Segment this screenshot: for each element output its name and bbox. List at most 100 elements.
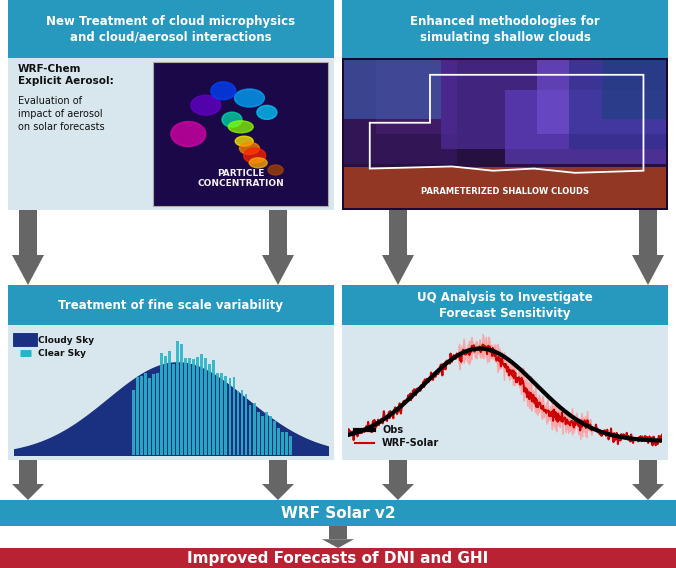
Text: Improved Forecasts of DNI and GHI: Improved Forecasts of DNI and GHI [187,550,489,566]
Bar [140,375,143,455]
Polygon shape [12,484,44,500]
Text: WRF Solar v2: WRF Solar v2 [281,506,395,520]
Bar [192,359,195,455]
Text: WRF-Chem
Explicit Aerosol:: WRF-Chem Explicit Aerosol: [18,64,114,86]
Text: PARAMETERIZED SHALLOW CLOUDS: PARAMETERIZED SHALLOW CLOUDS [421,187,589,196]
Text: New Treatment of cloud microphysics
and cloud/aerosol interactions: New Treatment of cloud microphysics and … [47,15,295,44]
Polygon shape [262,255,294,285]
Bar [148,378,151,455]
Bar [257,412,260,455]
Ellipse shape [249,158,267,168]
WRF-Solar [658,432,666,438]
Bar [245,394,247,455]
Bar [185,357,187,455]
Polygon shape [262,484,294,500]
Bar [168,351,171,455]
Bar [285,432,288,455]
Obs [476,345,484,352]
Ellipse shape [191,95,221,115]
Bar [180,344,183,455]
Bar [289,436,292,455]
FancyBboxPatch shape [441,60,569,149]
Bar [249,405,251,455]
Ellipse shape [268,165,283,175]
FancyBboxPatch shape [329,526,347,539]
WRF-Solar [496,354,504,361]
Bar [200,354,203,455]
Text: UQ Analysis to Investigate
Forecast Sensitivity: UQ Analysis to Investigate Forecast Sens… [417,290,593,319]
Bar [160,353,163,455]
FancyBboxPatch shape [569,60,666,149]
Bar [237,391,239,455]
Polygon shape [632,255,664,285]
FancyBboxPatch shape [153,62,328,206]
WRF-Solar [479,341,487,348]
Bar [273,421,276,455]
Bar [132,390,135,455]
Bar [204,358,208,455]
Bar [261,416,264,455]
Ellipse shape [235,89,264,107]
Text: Enhanced methodologies for
simulating shallow clouds: Enhanced methodologies for simulating sh… [410,15,600,44]
Bar [212,360,215,455]
Ellipse shape [239,143,260,154]
Bar [196,357,199,455]
Ellipse shape [235,136,254,146]
FancyBboxPatch shape [505,90,666,164]
Bar [144,374,147,455]
FancyBboxPatch shape [8,0,334,58]
Legend: Cloudy Sky, Clear Sky: Cloudy Sky, Clear Sky [18,335,96,360]
FancyBboxPatch shape [342,285,668,325]
WRF-Solar [344,432,352,439]
FancyBboxPatch shape [344,60,666,208]
Bar [156,373,159,455]
FancyBboxPatch shape [389,460,407,484]
FancyBboxPatch shape [602,60,666,119]
Text: Evaluation of
impact of aerosol
on solar forecasts: Evaluation of impact of aerosol on solar… [18,96,105,132]
Bar [216,373,219,455]
FancyBboxPatch shape [342,58,668,210]
Obs [531,381,539,387]
Bar [265,412,268,455]
Bar [269,416,272,455]
FancyBboxPatch shape [377,60,457,134]
Line: Obs: Obs [348,349,662,441]
FancyBboxPatch shape [639,460,657,484]
Obs [344,432,352,438]
FancyBboxPatch shape [8,285,334,325]
Legend: Obs, WRF-Solar: Obs, WRF-Solar [353,423,441,450]
WRF-Solar [648,442,656,449]
Ellipse shape [257,106,277,119]
Bar [233,377,235,455]
WRF-Solar [602,432,610,439]
Bar [281,432,284,455]
Polygon shape [632,484,664,500]
Bar [224,375,227,455]
Bar [208,364,211,455]
FancyBboxPatch shape [537,60,666,134]
Bar [136,377,139,455]
Polygon shape [382,255,414,285]
Obs [658,437,666,444]
FancyBboxPatch shape [269,210,287,255]
Bar [152,374,155,455]
FancyBboxPatch shape [0,500,676,526]
WRF-Solar [652,442,660,449]
Bar [253,403,256,455]
Polygon shape [12,255,44,285]
FancyBboxPatch shape [269,460,287,484]
FancyBboxPatch shape [342,0,668,210]
Bar [228,378,231,455]
Ellipse shape [171,122,206,147]
Ellipse shape [211,82,236,100]
FancyBboxPatch shape [19,460,37,484]
Bar [220,373,223,455]
FancyBboxPatch shape [8,0,334,210]
Text: PARTICLE
CONCENTRATION: PARTICLE CONCENTRATION [197,169,284,188]
FancyBboxPatch shape [0,548,676,568]
Line: WRF-Solar: WRF-Solar [348,345,662,445]
Obs [651,437,659,444]
FancyBboxPatch shape [8,285,334,460]
FancyBboxPatch shape [342,285,668,460]
Bar [188,358,191,455]
